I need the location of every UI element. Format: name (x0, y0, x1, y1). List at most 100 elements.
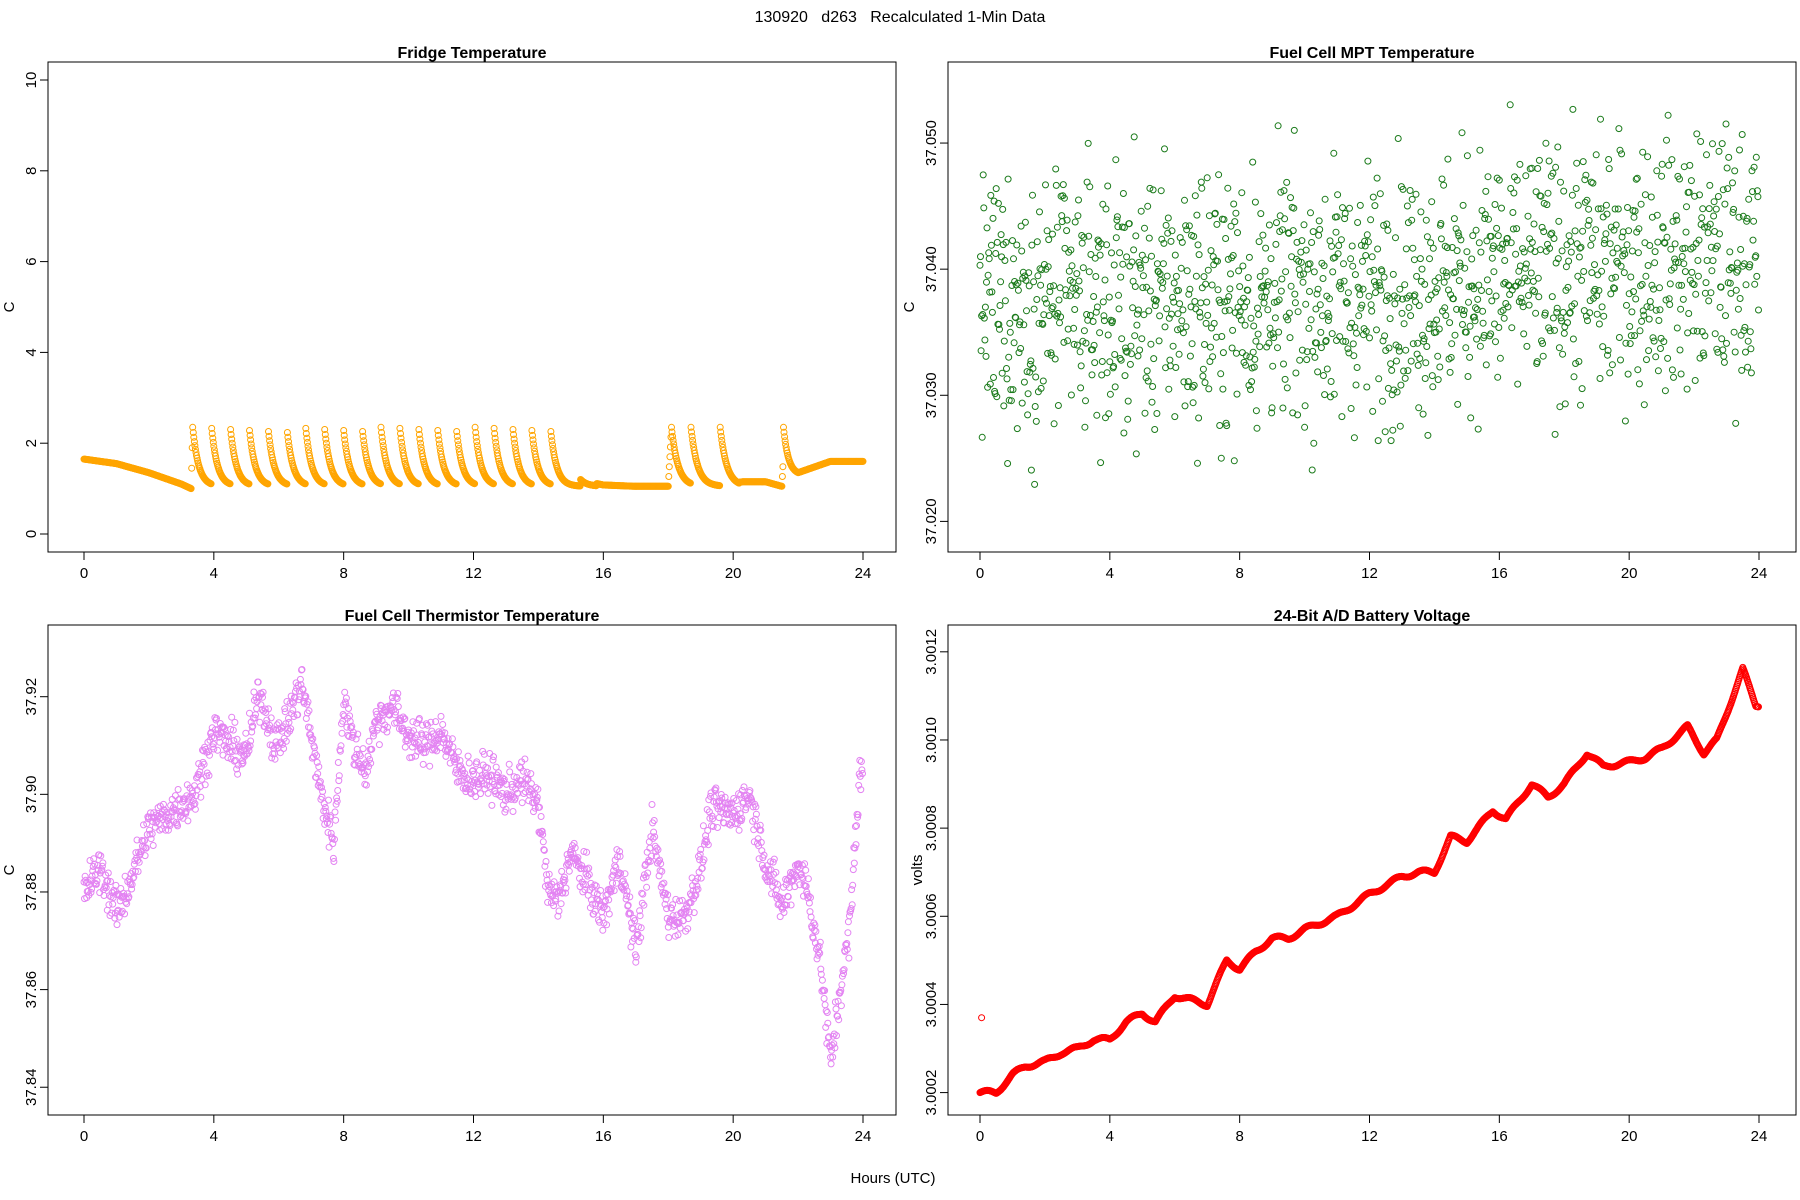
data-point (1025, 269, 1033, 277)
data-point (1131, 332, 1139, 340)
data-point (1424, 431, 1432, 439)
data-point (1071, 306, 1079, 313)
data-point (1656, 306, 1664, 314)
data-point (1005, 353, 1013, 361)
data-point (1539, 352, 1547, 360)
data-point (1085, 268, 1093, 276)
data-point (214, 746, 222, 754)
data-point (1143, 367, 1151, 375)
data-point (1409, 244, 1417, 252)
data-point (532, 453, 540, 461)
data-point (1363, 231, 1371, 239)
data-point (320, 480, 328, 488)
data-point (838, 981, 846, 989)
data-point (1264, 306, 1272, 314)
data-point (378, 433, 386, 441)
data-point (1153, 410, 1161, 417)
x-tick-label: 4 (1106, 1128, 1114, 1145)
data-point (1166, 356, 1174, 364)
data-point (1150, 355, 1158, 363)
data-point (691, 452, 699, 460)
data-point (1029, 191, 1036, 199)
data-point (1098, 358, 1106, 365)
data-point (212, 455, 220, 463)
data-point (1492, 338, 1499, 346)
data-point (1586, 309, 1594, 317)
y-tick-label: 37.040 (923, 246, 940, 292)
data-point (981, 303, 989, 311)
data-point (1124, 415, 1132, 423)
data-point (781, 433, 789, 441)
data-point (250, 688, 258, 696)
y-tick-label: 37.020 (923, 498, 940, 544)
data-point (1598, 303, 1606, 311)
data-point (1335, 242, 1343, 249)
data-point (1623, 301, 1630, 309)
data-point (1736, 146, 1743, 154)
data-point (1683, 203, 1690, 211)
data-point (1077, 362, 1085, 370)
y-tick-label: 8 (23, 167, 40, 175)
data-point (1716, 303, 1724, 311)
plot-frame (947, 624, 1797, 1116)
data-point (1208, 281, 1216, 289)
data-point (530, 444, 538, 452)
data-point (1075, 277, 1083, 285)
data-point (1498, 204, 1505, 212)
data-point (1254, 330, 1262, 338)
data-point (1644, 262, 1652, 269)
data-point (1389, 270, 1397, 278)
data-point (360, 441, 368, 449)
data-point (1367, 216, 1375, 224)
data-point (193, 452, 200, 459)
y-tick-label: 6 (23, 257, 40, 265)
data-point (1163, 272, 1171, 280)
y-axis-label: C (1, 301, 18, 312)
data-point (1476, 342, 1484, 350)
data-point (1508, 324, 1516, 332)
data-point (1426, 255, 1433, 263)
data-point (362, 451, 370, 459)
data-point (835, 1016, 843, 1024)
data-point (1373, 174, 1381, 182)
data-point (1194, 241, 1202, 249)
data-point (1592, 226, 1600, 234)
data-point (668, 423, 675, 431)
data-point (1133, 321, 1141, 329)
data-point (1509, 209, 1517, 216)
data-point (1646, 242, 1654, 249)
data-point (1195, 414, 1203, 422)
data-point (1423, 343, 1431, 350)
y-tick-label: 37.88 (23, 873, 40, 911)
data-point (1443, 272, 1451, 280)
data-point (1720, 352, 1728, 360)
data-point (1422, 359, 1430, 367)
data-point (670, 440, 678, 448)
data-point (228, 439, 236, 447)
data-point (550, 451, 558, 459)
data-point (1306, 288, 1313, 295)
data-point (1686, 161, 1694, 169)
data-point (1267, 255, 1275, 263)
data-point (1037, 281, 1045, 289)
data-point (1585, 205, 1593, 213)
data-point (1281, 215, 1289, 223)
data-point (439, 721, 447, 728)
data-point (1731, 348, 1739, 356)
data-point (1413, 272, 1421, 280)
data-point (1232, 349, 1240, 357)
data-point (1077, 384, 1085, 392)
data-point (1039, 320, 1047, 328)
data-point (1673, 324, 1681, 332)
data-point (1398, 309, 1406, 317)
data-point (505, 760, 513, 768)
data-point (827, 1060, 835, 1068)
data-point (688, 432, 696, 440)
data-point (1172, 364, 1180, 371)
data-point (1654, 367, 1662, 375)
data-point (539, 838, 547, 846)
data-point (648, 801, 656, 808)
data-point (1179, 306, 1187, 314)
data-point (1037, 384, 1045, 392)
data-point (1715, 147, 1723, 155)
